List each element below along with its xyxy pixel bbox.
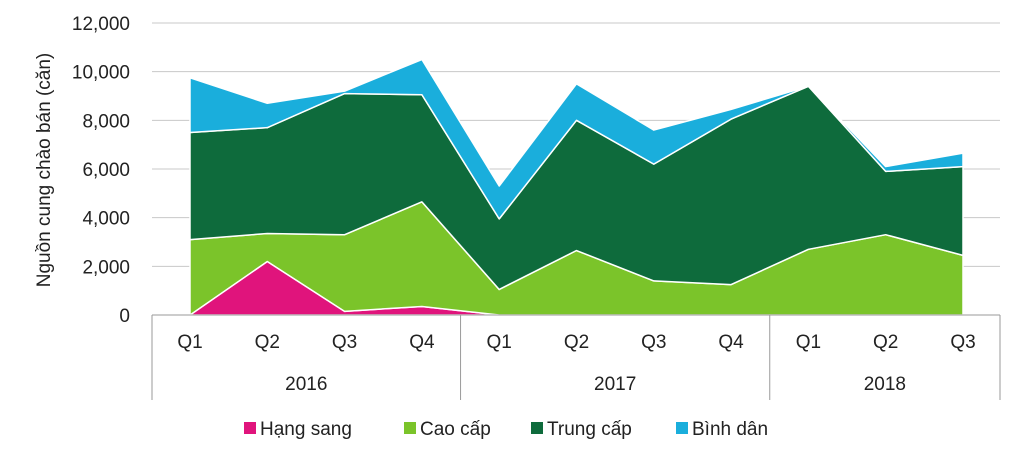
y-axis: 0 2,000 4,000 6,000 8,000 10,000 12,000 [72, 14, 130, 327]
x-tick-label: Q3 [641, 332, 666, 353]
legend-swatch [404, 422, 416, 434]
legend: Hạng sang Cao cấp Trung cấp Bình dân [244, 419, 768, 440]
y-tick-label: 8,000 [82, 111, 130, 132]
legend-swatch [676, 422, 688, 434]
x-tick-label: Q2 [255, 332, 280, 353]
x-tick-label: Q4 [409, 332, 435, 353]
x-tick-label: Q1 [487, 332, 512, 353]
legend-label: Trung cấp [547, 419, 632, 440]
y-tick-label: 10,000 [72, 63, 130, 84]
x-group-label: 2017 [594, 374, 636, 395]
legend-label: Hạng sang [260, 419, 352, 440]
x-tick-label: Q1 [796, 332, 821, 353]
x-tick-label: Q2 [564, 332, 589, 353]
y-tick-label: 6,000 [82, 160, 130, 181]
legend-swatch [531, 422, 543, 434]
legend-swatch [244, 422, 256, 434]
x-tick-label: Q3 [332, 332, 357, 353]
y-tick-label: 0 [119, 306, 130, 327]
y-tick-label: 12,000 [72, 14, 130, 35]
legend-label: Cao cấp [420, 419, 491, 440]
y-tick-label: 2,000 [82, 257, 130, 278]
x-tick-label: Q4 [718, 332, 744, 353]
x-tick-label: Q2 [873, 332, 898, 353]
x-tick-label: Q1 [177, 332, 202, 353]
legend-label: Bình dân [692, 419, 768, 440]
x-group-label: 2016 [285, 374, 327, 395]
area-bình-dân [189, 58, 964, 220]
y-axis-label: Nguồn cung chào bán (căn) [34, 53, 55, 288]
area-layers [189, 58, 964, 316]
y-tick-label: 4,000 [82, 209, 130, 230]
x-group-label: 2018 [864, 374, 906, 395]
x-tick-label: Q3 [950, 332, 975, 353]
